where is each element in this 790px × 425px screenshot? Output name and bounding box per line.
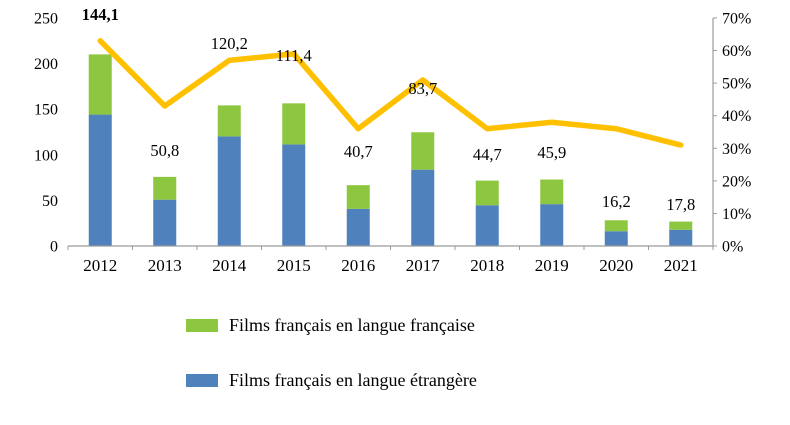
bar-segment bbox=[282, 144, 306, 246]
legend-swatch-blue bbox=[186, 373, 218, 387]
right-axis-tick-label: 50% bbox=[722, 76, 751, 93]
bar-segment bbox=[217, 105, 241, 137]
bar-value-label: 120,2 bbox=[211, 34, 248, 53]
legend-label-francaise: Films français en langue française bbox=[229, 315, 475, 335]
x-axis-category-label: 2021 bbox=[664, 256, 698, 275]
bar-segment bbox=[669, 229, 693, 246]
right-axis-tick-label: 40% bbox=[722, 108, 751, 125]
x-axis-category-label: 2016 bbox=[341, 256, 375, 275]
right-axis-tick-label: 30% bbox=[722, 141, 751, 158]
bar-segment bbox=[411, 132, 435, 170]
x-axis-category-label: 2018 bbox=[470, 256, 504, 275]
x-axis-category-label: 2019 bbox=[535, 256, 569, 275]
left-axis-tick-label: 100 bbox=[34, 147, 58, 164]
bar-segment bbox=[88, 114, 112, 246]
bar-value-label: 45,9 bbox=[537, 143, 566, 162]
right-axis-tick-label: 0% bbox=[722, 239, 743, 256]
bar-segment bbox=[540, 204, 564, 246]
right-axis-tick-label: 20% bbox=[722, 173, 751, 190]
bar-segment bbox=[411, 169, 435, 246]
x-axis-category-label: 2012 bbox=[83, 256, 117, 275]
left-axis-tick-label: 150 bbox=[34, 102, 58, 119]
x-axis-category-label: 2013 bbox=[148, 256, 182, 275]
bar-segment bbox=[346, 208, 370, 246]
bar-segment bbox=[88, 54, 112, 115]
bar-segment bbox=[604, 231, 628, 246]
bar-segment bbox=[217, 136, 241, 246]
x-axis-category-label: 2014 bbox=[212, 256, 247, 275]
bar-value-label: 83,7 bbox=[408, 79, 437, 98]
bar-value-label: 50,8 bbox=[150, 141, 179, 160]
bar-segment bbox=[540, 179, 564, 205]
bar-value-label: 17,8 bbox=[666, 195, 695, 214]
legend-swatch-green bbox=[186, 318, 218, 332]
right-axis-tick-label: 70% bbox=[722, 11, 751, 28]
bar-segment bbox=[475, 205, 499, 246]
left-axis-tick-label: 200 bbox=[34, 56, 58, 73]
bar-segment bbox=[153, 199, 177, 246]
bar-segment bbox=[153, 176, 177, 200]
bar-value-label: 111,4 bbox=[276, 46, 312, 65]
left-axis-tick-label: 250 bbox=[34, 11, 58, 28]
bar-value-label: 16,2 bbox=[602, 192, 631, 211]
chart-legend: Films français en langue française Films… bbox=[186, 314, 477, 391]
chart-canvas: 0 50 100 150 200 250 0% 10% 20% 30% 40% 50% 60% 70% 20… bbox=[34, 5, 751, 275]
bar-segment bbox=[346, 185, 370, 209]
x-axis-category-label: 2015 bbox=[277, 256, 311, 275]
bar-value-label: 144,1 bbox=[82, 5, 119, 24]
bar-segment bbox=[475, 180, 499, 206]
left-axis-tick-label: 0 bbox=[50, 239, 58, 256]
right-axis-tick-label: 60% bbox=[722, 43, 751, 60]
bar-value-label: 40,7 bbox=[344, 142, 373, 161]
x-axis-category-label: 2017 bbox=[406, 256, 441, 275]
left-axis-tick-label: 50 bbox=[42, 193, 58, 210]
trend-line bbox=[97, 38, 684, 148]
x-axis-category-label: 2020 bbox=[599, 256, 633, 275]
bar-segment bbox=[282, 103, 306, 145]
right-axis-tick-label: 10% bbox=[722, 206, 751, 223]
bar-segment bbox=[669, 221, 693, 230]
legend-item-francaise: Films français en langue française bbox=[186, 314, 477, 336]
bar-segment bbox=[604, 220, 628, 232]
legend-label-etrangere: Films français en langue étrangère bbox=[229, 370, 477, 390]
legend-item-etrangere: Films français en langue étrangère bbox=[186, 369, 477, 391]
bar-value-label: 44,7 bbox=[473, 145, 502, 164]
